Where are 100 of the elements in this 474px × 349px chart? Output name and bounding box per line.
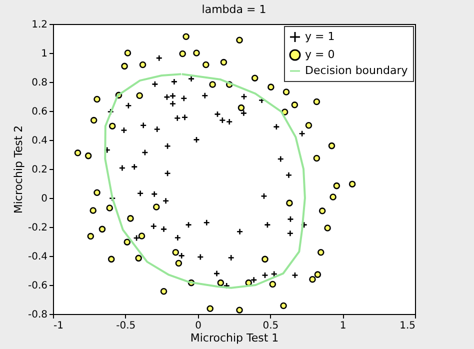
legend-label: Decision boundary <box>305 64 408 77</box>
point <box>180 94 188 102</box>
point <box>160 226 168 233</box>
point <box>317 248 324 256</box>
point <box>136 92 143 100</box>
point <box>142 149 148 156</box>
point <box>125 102 132 110</box>
chart-title: lambda = 1 <box>202 3 266 16</box>
point <box>226 118 233 126</box>
point <box>330 194 336 200</box>
y-tick-label: -0.8 <box>28 310 48 320</box>
point <box>153 204 160 210</box>
point <box>130 163 138 170</box>
point <box>324 224 331 232</box>
point <box>202 61 210 68</box>
point <box>84 152 92 160</box>
y-tick-label: 0.2 <box>32 164 48 176</box>
point <box>174 234 182 242</box>
point <box>328 142 336 150</box>
legend-label: y = 0 <box>305 48 335 61</box>
point <box>136 190 144 197</box>
point <box>124 238 131 246</box>
point <box>121 62 128 70</box>
point <box>228 254 234 262</box>
point <box>90 116 98 124</box>
point <box>262 272 268 279</box>
point <box>170 78 178 86</box>
y-tick-label: 1 <box>41 48 48 60</box>
point <box>94 189 100 196</box>
point <box>305 122 312 129</box>
y-tick-label: -0.6 <box>28 280 48 292</box>
y-tick-label: 0.6 <box>32 106 48 118</box>
point <box>133 234 140 242</box>
point <box>169 100 176 108</box>
point <box>217 279 224 286</box>
point <box>240 93 248 100</box>
point <box>251 74 258 82</box>
point <box>287 216 294 223</box>
line-series <box>104 73 306 289</box>
point <box>188 75 195 82</box>
point <box>285 172 292 178</box>
legend-label: y = 1 <box>305 30 335 43</box>
point <box>179 50 186 58</box>
point <box>164 142 171 150</box>
y-tick-label: 1.2 <box>32 20 48 30</box>
point <box>164 170 171 177</box>
point <box>262 256 268 263</box>
point <box>156 54 163 62</box>
point <box>203 219 210 226</box>
point <box>164 94 170 100</box>
x-tick-label: -0.5 <box>116 320 136 332</box>
point <box>172 248 180 256</box>
point <box>282 88 290 96</box>
point <box>197 254 204 260</box>
point <box>291 102 298 108</box>
point <box>174 114 181 122</box>
point <box>298 130 306 138</box>
point <box>120 126 128 134</box>
x-tick-label: 0.5 <box>262 320 279 332</box>
point <box>169 92 176 100</box>
y-axis-title: Microchip Test 2 <box>12 125 25 214</box>
point <box>108 122 116 130</box>
point <box>333 182 340 190</box>
point <box>193 50 200 56</box>
point <box>182 33 190 40</box>
point <box>178 252 185 260</box>
point <box>175 260 182 267</box>
x-tick-label: 1.5 <box>400 320 416 332</box>
point <box>270 270 278 278</box>
point <box>250 276 258 284</box>
point <box>286 230 294 237</box>
point <box>106 204 114 212</box>
point <box>268 84 274 90</box>
point <box>236 306 243 314</box>
point <box>264 221 271 228</box>
point <box>348 180 356 188</box>
point <box>152 80 158 88</box>
point <box>238 104 245 112</box>
point <box>236 228 244 236</box>
y-tick-label: 0.8 <box>32 78 48 88</box>
y-tick-label: 0.4 <box>32 136 48 146</box>
point <box>280 302 287 310</box>
point <box>139 61 146 68</box>
point <box>94 96 100 103</box>
point <box>138 232 146 240</box>
point <box>236 36 243 44</box>
x-tick-label: 0 <box>195 320 202 332</box>
point <box>154 126 160 133</box>
point <box>162 198 170 204</box>
point <box>220 58 228 66</box>
point <box>214 110 221 118</box>
point <box>118 164 126 172</box>
x-tick-label: -1 <box>54 320 64 332</box>
point <box>193 136 200 144</box>
point <box>240 110 248 117</box>
point <box>150 190 158 198</box>
point <box>309 276 316 283</box>
point <box>74 150 82 156</box>
point <box>87 232 94 240</box>
point <box>273 123 280 130</box>
